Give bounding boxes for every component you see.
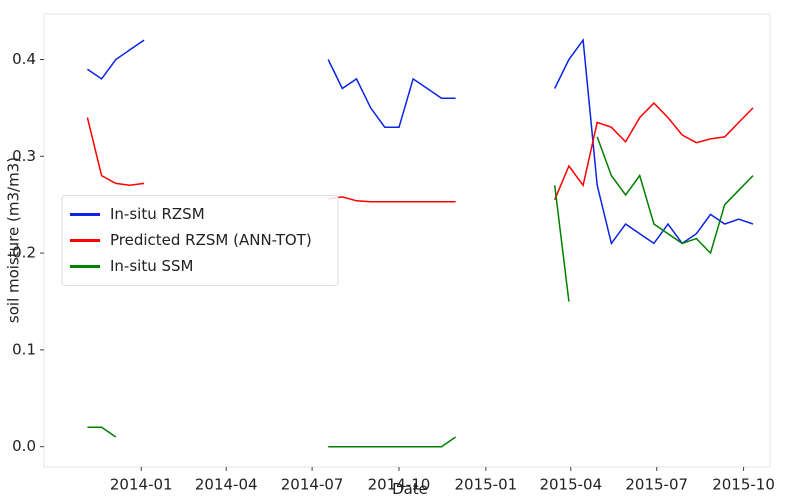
legend-label: In-situ RZSM (110, 205, 205, 223)
x-tick-label: 2015-04 (539, 476, 602, 494)
series-line (86, 102, 754, 203)
plot-frame (43, 13, 771, 468)
x-tick-label: 2015-10 (712, 476, 775, 494)
x-tick-label: 2014-04 (195, 476, 258, 494)
y-tick-label: 0.2 (12, 244, 36, 262)
x-tick-label: 2014-01 (110, 476, 173, 494)
y-tick-label: 0.1 (12, 340, 36, 358)
x-tick-label: 2014-07 (281, 476, 344, 494)
legend-label: In-situ SSM (110, 257, 193, 275)
x-axis-label: Date (392, 480, 428, 498)
y-tick-label: 0.0 (12, 437, 36, 455)
legend-label: Predicted RZSM (ANN-TOT) (110, 231, 312, 249)
y-tick-label: 0.3 (12, 147, 36, 165)
y-axis-label: soil moisture (m3/m3) (5, 157, 23, 323)
legend-box (61, 195, 339, 286)
y-tick-label: 0.4 (12, 50, 36, 68)
series-line (87, 136, 754, 448)
x-tick-label: 2015-01 (454, 476, 517, 494)
x-tick-label: 2014-10 (368, 476, 431, 494)
x-tick-label: 2015-07 (625, 476, 688, 494)
